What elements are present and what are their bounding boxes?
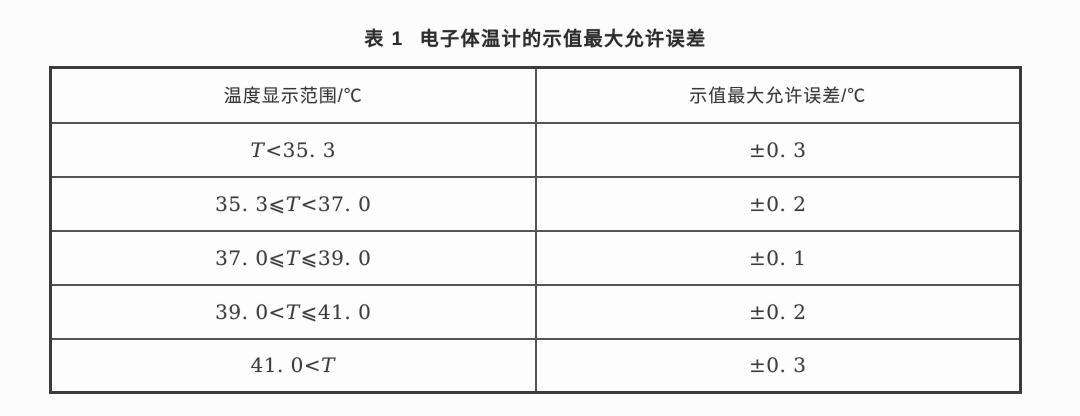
cell-max-error: ±0. 2 <box>534 175 1022 232</box>
table-row: 39. 0<T⩽41. 0 ±0. 2 <box>49 283 1022 340</box>
column-header-max-error: 示值最大允许误差/℃ <box>534 66 1022 124</box>
cell-max-error: ±0. 3 <box>534 337 1022 394</box>
table-row: 37. 0⩽T⩽39. 0 ±0. 1 <box>49 229 1022 286</box>
cell-temperature-range: T<35. 3 <box>49 121 537 178</box>
cell-temperature-range: 41. 0<T <box>49 337 537 394</box>
cell-max-error: ±0. 3 <box>534 121 1022 178</box>
table-row: 41. 0<T ±0. 3 <box>49 337 1022 394</box>
thermometer-error-table: 温度显示范围/℃ 示值最大允许误差/℃ T<35. 3 ±0. 3 35. 3⩽… <box>49 66 1022 394</box>
header-row: 温度显示范围/℃ 示值最大允许误差/℃ <box>49 66 1022 124</box>
cell-max-error: ±0. 2 <box>534 283 1022 340</box>
cell-max-error: ±0. 1 <box>534 229 1022 286</box>
cell-temperature-range: 39. 0<T⩽41. 0 <box>49 283 537 340</box>
cell-temperature-range: 37. 0⩽T⩽39. 0 <box>49 229 537 286</box>
column-header-temperature-range: 温度显示范围/℃ <box>49 66 537 124</box>
table-row: T<35. 3 ±0. 3 <box>49 121 1022 178</box>
table-block: 表 1 电子体温计的示值最大允许误差 温度显示范围/℃ 示值最大允许误差/℃ T<… <box>49 0 1022 394</box>
table-row: 35. 3⩽T<37. 0 ±0. 2 <box>49 175 1022 232</box>
table-number: 表 1 <box>364 29 404 50</box>
table-caption-text: 电子体温计的示值最大允许误差 <box>419 29 707 50</box>
cell-temperature-range: 35. 3⩽T<37. 0 <box>49 175 537 232</box>
table-caption: 表 1 电子体温计的示值最大允许误差 <box>49 24 1022 51</box>
